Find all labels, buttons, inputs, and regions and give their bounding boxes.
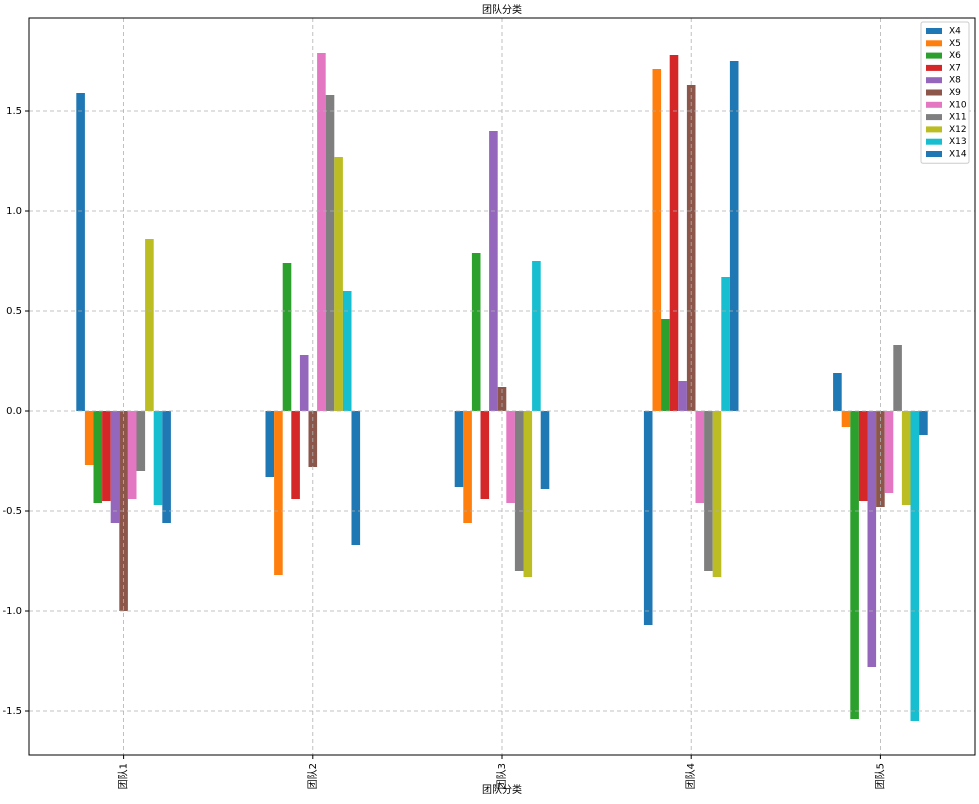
legend-label: X8 xyxy=(949,76,961,86)
plot-frame xyxy=(28,17,976,756)
x-tick-label: 团队5 xyxy=(873,763,886,789)
legend-swatch xyxy=(926,89,942,96)
bar xyxy=(643,411,653,625)
bar xyxy=(514,411,524,571)
y-tick-label: 0.5 xyxy=(6,306,22,317)
bar xyxy=(145,239,154,411)
bar xyxy=(850,411,859,719)
bar xyxy=(901,411,911,505)
bar xyxy=(506,411,515,503)
x-axis-label: 团队分类 xyxy=(482,783,522,796)
bar xyxy=(695,411,705,503)
bar xyxy=(334,157,343,411)
legend-swatch xyxy=(926,101,942,108)
bar xyxy=(867,411,877,667)
bar xyxy=(729,61,739,411)
bar xyxy=(919,411,928,435)
bar xyxy=(463,411,472,523)
bar xyxy=(351,411,361,545)
bar xyxy=(471,253,481,411)
bar xyxy=(136,411,146,471)
bar xyxy=(833,373,842,411)
bar xyxy=(669,55,679,411)
bar xyxy=(540,411,550,489)
bar xyxy=(84,411,94,465)
bar xyxy=(110,411,120,523)
y-tick-label: 0.0 xyxy=(6,406,22,417)
bar xyxy=(532,261,541,411)
chart-title: 团队分类 xyxy=(482,3,522,16)
bar xyxy=(102,411,111,501)
bar xyxy=(893,345,902,411)
bar xyxy=(704,411,713,571)
bar xyxy=(299,355,309,411)
bar xyxy=(678,381,687,411)
bar xyxy=(162,411,171,523)
legend-label: X7 xyxy=(949,63,961,73)
y-tick-label: -1.0 xyxy=(2,606,22,617)
bar xyxy=(127,411,137,499)
x-tick-label: 团队3 xyxy=(495,763,508,789)
y-tick-label: 1.0 xyxy=(6,206,22,217)
y-tick-label: -1.5 xyxy=(2,706,22,717)
bar xyxy=(523,411,533,577)
legend-label: X6 xyxy=(949,51,961,61)
legend-swatch xyxy=(926,77,942,84)
bar xyxy=(454,411,464,487)
bar xyxy=(652,69,662,411)
legend-swatch xyxy=(926,64,942,71)
bar xyxy=(661,319,670,411)
bar xyxy=(721,277,730,411)
bar xyxy=(712,411,722,577)
legend-swatch xyxy=(926,126,942,133)
bar xyxy=(686,85,696,411)
legend-swatch xyxy=(926,138,942,145)
bar xyxy=(76,93,85,411)
legend-swatch xyxy=(926,114,942,121)
legend-label: X4 xyxy=(949,27,961,37)
x-tick-label: 团队1 xyxy=(117,763,130,789)
bar xyxy=(480,411,490,499)
bar xyxy=(265,411,275,477)
y-tick-label: -0.5 xyxy=(2,506,22,517)
bar xyxy=(274,411,283,575)
x-tick-label: 团队2 xyxy=(306,763,319,789)
legend-swatch xyxy=(926,151,942,157)
x-tick-label: 团队4 xyxy=(684,763,697,789)
bar xyxy=(153,411,163,505)
bar xyxy=(325,95,335,411)
legend-swatch xyxy=(926,28,942,34)
bar xyxy=(841,411,851,427)
bar xyxy=(910,411,920,721)
legend-label: X14 xyxy=(949,150,967,160)
bar xyxy=(489,131,498,411)
bar xyxy=(342,291,352,411)
legend-swatch xyxy=(926,52,942,59)
bar xyxy=(884,411,894,493)
bar xyxy=(291,411,300,499)
bar xyxy=(282,263,292,411)
bar xyxy=(317,53,326,411)
bar xyxy=(858,411,868,501)
y-tick-label: 1.5 xyxy=(6,106,22,117)
bar xyxy=(93,411,103,503)
legend-label: X11 xyxy=(949,113,967,123)
legend-label: X9 xyxy=(949,88,961,98)
legend-label: X5 xyxy=(949,39,961,49)
legend-swatch xyxy=(926,40,942,47)
legend-label: X12 xyxy=(949,125,967,135)
legend-label: X10 xyxy=(949,100,967,110)
legend-label: X13 xyxy=(949,137,967,147)
